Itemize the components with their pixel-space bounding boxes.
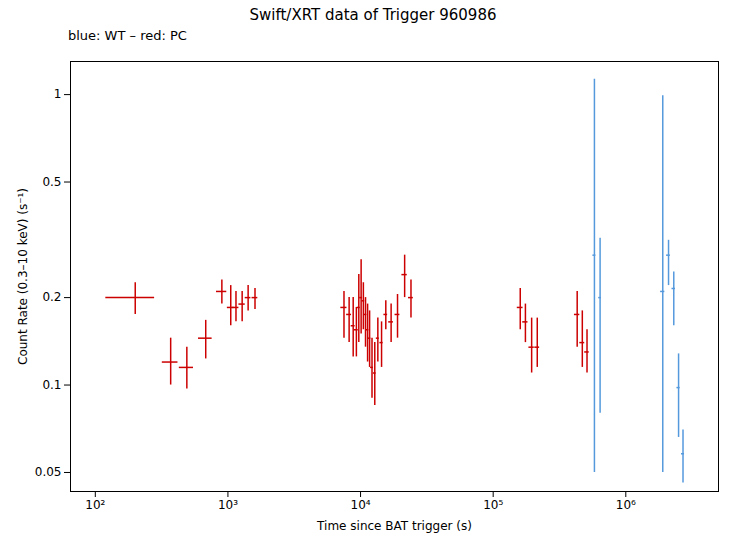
svg-text:10³: 10³: [218, 498, 238, 512]
svg-text:0.05: 0.05: [35, 465, 62, 479]
svg-text:10²: 10²: [85, 498, 105, 512]
svg-text:1: 1: [54, 87, 62, 101]
svg-text:0.1: 0.1: [42, 378, 61, 392]
svg-text:10⁴: 10⁴: [351, 498, 371, 512]
svg-text:0.5: 0.5: [42, 175, 61, 189]
html-text:blue: WT – red: PC: blue: WT – red: PC: [68, 28, 187, 43]
svg-text:0.2: 0.2: [42, 290, 61, 304]
svg-text:Time since BAT trigger (s): Time since BAT trigger (s): [316, 519, 472, 533]
svg-text:10⁵: 10⁵: [483, 498, 503, 512]
html-text:Swift/XRT data of Trigger 9609: Swift/XRT data of Trigger 960986: [249, 6, 497, 24]
svg-text:10⁶: 10⁶: [616, 498, 636, 512]
svg-text:Count Rate (0.3–10 keV) (s⁻¹): Count Rate (0.3–10 keV) (s⁻¹): [16, 188, 30, 365]
